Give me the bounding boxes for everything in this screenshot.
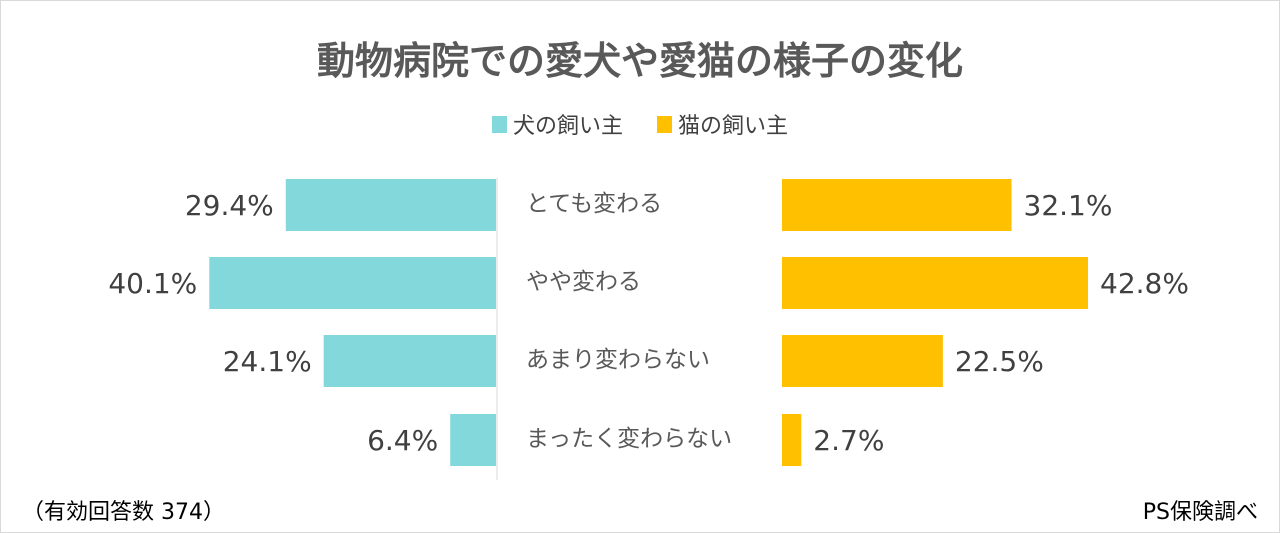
bar-cat: [782, 179, 1012, 231]
data-label-dog: 6.4%: [367, 424, 438, 457]
sample-size-note: （有効回答数 374）: [22, 500, 225, 525]
legend-item-cat: 猫の飼い主: [657, 108, 788, 140]
data-label-cat: 42.8%: [1100, 267, 1189, 300]
legend-label-dog: 犬の飼い主: [512, 114, 623, 139]
data-label-cat: 2.7%: [813, 424, 884, 457]
bar-dog: [450, 414, 496, 466]
category-label: とても変わる: [526, 191, 662, 217]
data-label-cat: 22.5%: [955, 345, 1044, 378]
legend-label-cat: 猫の飼い主: [678, 114, 789, 139]
chart-title: 動物病院での愛犬や愛猫の様子の変化: [316, 39, 963, 83]
category-label: あまり変わらない: [526, 347, 710, 373]
data-label-dog: 29.4%: [185, 189, 274, 222]
bar-dog: [285, 179, 496, 231]
data-label-dog: 24.1%: [223, 345, 312, 378]
legend: 犬の飼い主 猫の飼い主: [0, 108, 1280, 140]
bar-cat: [782, 335, 943, 387]
bar-dog: [323, 335, 496, 387]
category-label: やや変わる: [526, 269, 641, 295]
legend-item-dog: 犬の飼い主: [491, 108, 623, 140]
bar-cat: [782, 257, 1089, 309]
data-label-dog: 40.1%: [108, 267, 197, 300]
category-label: まったく変わらない: [526, 426, 732, 452]
legend-swatch-cat: [657, 115, 672, 133]
source-note: PS保険調べ: [1142, 500, 1258, 525]
legend-swatch-dog: [491, 115, 507, 133]
data-label-cat: 32.1%: [1024, 189, 1113, 222]
bar-cat: [782, 414, 802, 466]
bar-dog: [209, 257, 496, 309]
